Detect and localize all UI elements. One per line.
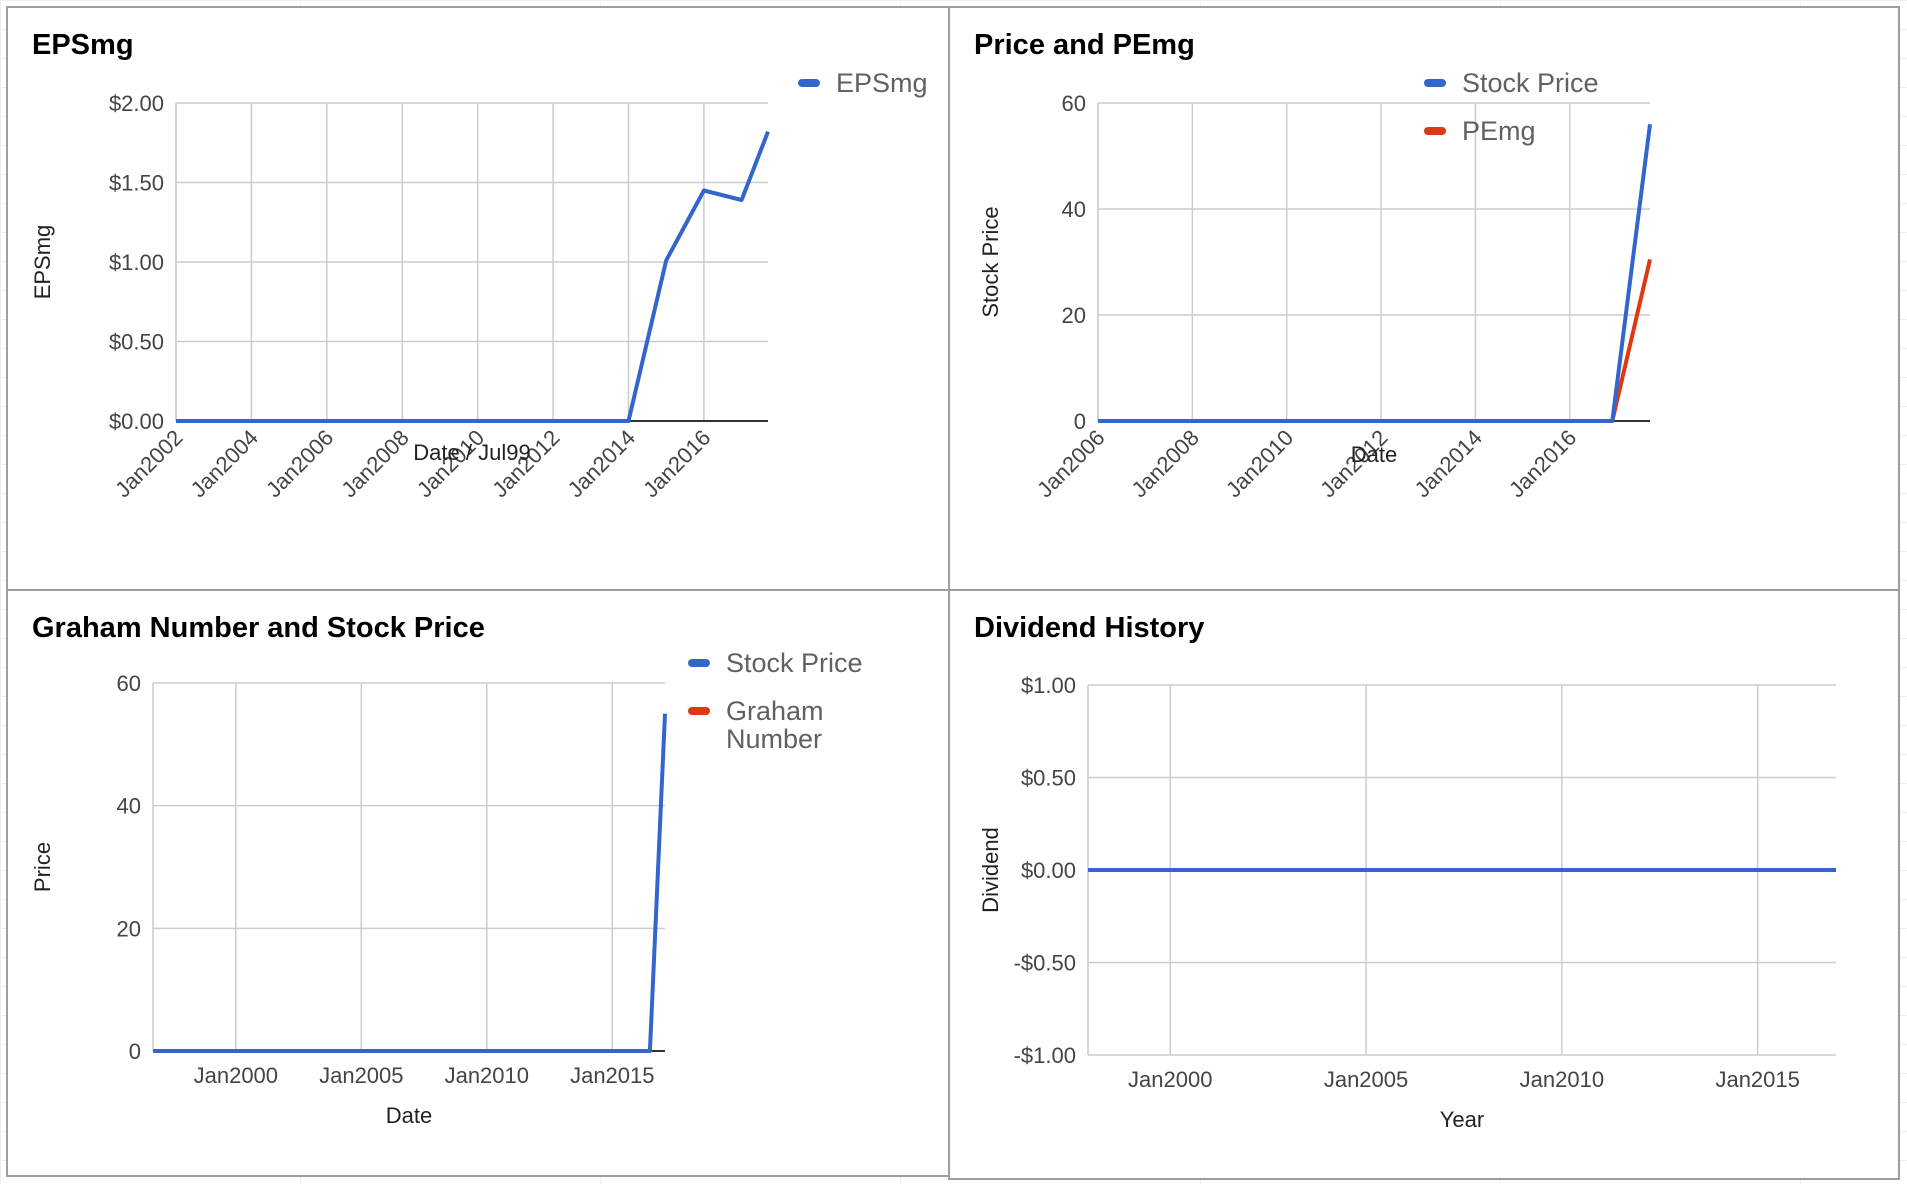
chart-title: Dividend History [974,612,1204,644]
chart-title: Graham Number and Stock Price [32,612,485,644]
x-tick-label: Jan2006 [261,425,338,502]
legend-item[interactable]: PEmg [1424,116,1536,146]
x-tick-label: Jan2002 [110,425,187,502]
legend-swatch [798,79,820,87]
y-tick-label: $1.50 [109,171,164,196]
x-tick-label: Jan2010 [1221,425,1298,502]
legend-label: Graham [726,696,824,726]
x-tick-label: Jan2005 [319,1063,403,1088]
series-line-stock-price[interactable] [153,713,667,1053]
y-tick-label: 20 [1062,303,1086,328]
y-tick-label: 40 [117,794,141,819]
legend-swatch [688,707,710,715]
series-line-epsmg[interactable] [176,130,770,423]
chart-eps-panel[interactable]: EPSmg $0.00 $0.50 $1.00 $1.50 $2.00 Jan2002 Jan… [6,6,950,591]
x-tick-label: Jan2008 [336,425,413,502]
chart-title: EPSmg [32,29,134,61]
y-tick-label: $0.00 [1021,858,1076,883]
chart-title: Price and PEmg [974,29,1195,61]
x-tick-label: Jan2016 [638,425,715,502]
y-tick-label: 40 [1062,197,1086,222]
series-line-stock-price[interactable] [1098,123,1652,423]
y-tick-label: 60 [1062,91,1086,116]
legend-label: Stock Price [1462,68,1599,98]
y-tick-label: $1.00 [109,250,164,275]
x-tick-label: Jan2006 [1032,425,1109,502]
x-tick-label: Jan2008 [1127,425,1204,502]
x-axis-title: Date [1351,442,1397,467]
legend-item[interactable]: EPSmg [798,68,928,98]
y-tick-label: $2.00 [109,91,164,116]
y-tick-label: 0 [1074,409,1086,434]
x-tick-label: Jan2000 [1128,1067,1212,1092]
chart-dividend-panel[interactable]: Dividend History -$1.00 -$0.50 $0.00 $0.50 $1… [948,589,1900,1180]
y-tick-label: $0.50 [1021,766,1076,791]
y-axis-title: Stock Price [978,206,1003,317]
chart-dividend: Dividend History -$1.00 -$0.50 $0.00 $0.50 $1… [974,612,1836,1132]
x-tick-label: Jan2000 [194,1063,278,1088]
y-axis-title: Price [30,842,55,892]
legend-swatch [1424,79,1446,87]
legend-label: Number [726,724,822,754]
legend-label: PEmg [1462,116,1536,146]
x-tick-label: Jan2010 [445,1063,529,1088]
y-axis-title: Dividend [978,827,1003,913]
y-tick-label: 60 [117,671,141,696]
y-tick-label: $0.50 [109,330,164,355]
chart-price-panel[interactable]: Price and PEmg 0 20 40 60 Jan2006 Jan2008 Jan20… [948,6,1900,591]
chart-graham: Graham Number and Stock Price 0 20 40 60 Jan2… [30,612,863,1128]
y-tick-label: $0.00 [109,409,164,434]
x-axis-title: Date [386,1103,432,1128]
y-tick-label: $1.00 [1021,673,1076,698]
legend-item[interactable]: Stock Price [688,648,863,678]
y-tick-label: -$0.50 [1014,951,1076,976]
x-tick-label: Jan2004 [186,425,263,502]
legend-label: EPSmg [836,68,928,98]
legend-item[interactable]: Stock Price [1424,68,1599,98]
x-tick-label: Jan2016 [1504,425,1581,502]
x-axis-title: Year [1440,1107,1484,1132]
x-tick-label: Jan2010 [1520,1067,1604,1092]
chart-eps: EPSmg$0.00$0.50$1.00$1.50$2.00Jan2002Jan… [30,29,928,502]
y-tick-label: -$1.00 [1014,1043,1076,1068]
x-tick-label: Jan2015 [570,1063,654,1088]
y-tick-label: 20 [117,916,141,941]
x-tick-label: Jan2014 [563,425,640,502]
x-axis-title: Date / Jul99 [413,440,530,465]
y-tick-label: 0 [129,1039,141,1064]
series-line-pemg[interactable] [1192,258,1652,423]
legend-swatch [688,659,710,667]
x-tick-label: Jan2014 [1410,425,1487,502]
legend-swatch [1424,127,1446,135]
legend-label: Stock Price [726,648,863,678]
y-axis-title: EPSmg [30,225,55,300]
x-tick-label: Jan2005 [1324,1067,1408,1092]
chart-graham-panel[interactable]: Graham Number and Stock Price 0 20 40 60 Jan2… [6,589,950,1177]
x-tick-label: Jan2015 [1715,1067,1799,1092]
